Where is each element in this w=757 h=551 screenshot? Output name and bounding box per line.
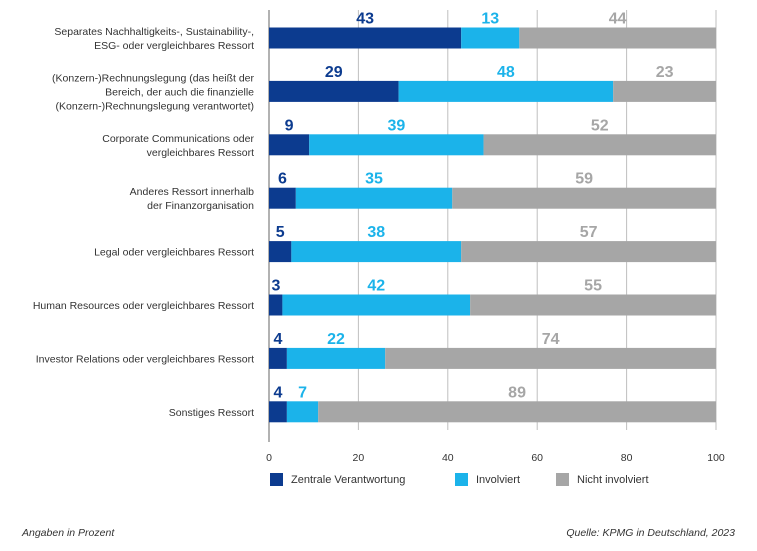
category-label: Anderes Ressort innerhalb der Finanzorgan… (130, 186, 254, 212)
legend-label-central: Zentrale Verantwortung (291, 473, 406, 486)
data-label: 42 (367, 278, 385, 295)
bar-segment (269, 187, 296, 209)
data-label: 55 (584, 278, 602, 295)
x-tick-label-100: 100 (707, 452, 725, 464)
bar-segment (613, 80, 716, 102)
x-tick-label-80: 80 (621, 452, 633, 464)
bar-segment (483, 134, 716, 156)
bar-segment (286, 347, 386, 369)
category-label: Corporate Communications oder vergleichba… (102, 133, 254, 159)
bar-segment (318, 401, 716, 423)
legend-swatch-involved (455, 473, 468, 486)
stacked-bar-chart: 0 20 40 60 80 100 Separates Nachhaltigkeits-, … (33, 10, 725, 464)
legend-item-involved: Involviert (455, 473, 520, 486)
data-label: 74 (542, 331, 560, 348)
footer-note: Angaben in Prozent (22, 527, 115, 539)
bar-segment (269, 134, 310, 156)
bar-segment (461, 27, 520, 49)
legend-label-involved: Involviert (476, 473, 521, 486)
data-label: 5 (276, 224, 285, 241)
data-label: 3 (272, 278, 281, 295)
legend-label-not-involved: Nicht involviert (577, 473, 649, 486)
category-label: Investor Relations oder vergleichbares R… (36, 353, 254, 365)
bar-segment (269, 80, 399, 102)
legend: Zentrale Verantwortung Involviert Nicht … (270, 473, 740, 493)
category-label: Human Resources oder vergleichbares Ress… (33, 300, 254, 312)
bar-segment (286, 401, 319, 423)
legend-item-central: Zentrale Verantwortung (270, 473, 405, 486)
bar-segment (269, 241, 292, 263)
data-label: 44 (609, 11, 627, 28)
footer-source: Quelle: KPMG in Deutschland, 2023 (566, 527, 735, 539)
bar-segment (269, 27, 462, 49)
x-tick-label-20: 20 (353, 452, 365, 464)
data-label: 6 (278, 171, 287, 188)
x-tick-label-40: 40 (442, 452, 454, 464)
bar-segment (282, 294, 471, 316)
data-label: 4 (273, 331, 282, 348)
bar-segment (295, 187, 453, 209)
data-label: 22 (327, 331, 345, 348)
x-tick-label-60: 60 (531, 452, 543, 464)
data-label: 4 (273, 384, 282, 401)
bar-segment (470, 294, 716, 316)
legend-item-not-involved: Nicht involviert (556, 473, 649, 486)
data-label: 38 (367, 224, 385, 241)
bar-segment (291, 241, 462, 263)
bar-segment (269, 294, 283, 316)
category-label: Sonstiges Ressort (169, 407, 254, 419)
x-tick-label-0: 0 (266, 452, 272, 464)
legend-swatch-central (270, 473, 283, 486)
data-label: 52 (591, 117, 609, 134)
category-label: Separates Nachhaltigkeits-, Sustainabili… (54, 26, 254, 52)
bar-segment (269, 401, 287, 423)
data-label: 48 (497, 64, 515, 81)
data-label: 13 (481, 11, 499, 28)
data-label: 7 (298, 384, 307, 401)
bar-segment (269, 347, 287, 369)
category-label: Legal oder vergleichbares Ressort (94, 247, 254, 259)
data-label: 39 (387, 117, 405, 134)
bar-segment (385, 347, 716, 369)
data-label: 29 (325, 64, 343, 81)
data-label: 43 (356, 11, 374, 28)
category-label: (Konzern-)Rechnungslegung (das heißt der… (52, 72, 254, 112)
data-label: 9 (285, 117, 294, 134)
data-label: 89 (508, 384, 526, 401)
legend-swatch-not-involved (556, 473, 569, 486)
bar-segment (398, 80, 614, 102)
data-label: 59 (575, 171, 593, 188)
data-label: 35 (365, 171, 383, 188)
bar-segment (519, 27, 716, 49)
bar-segment (461, 241, 716, 263)
bar-segment (309, 134, 484, 156)
bar-segment (452, 187, 716, 209)
data-label: 23 (656, 64, 674, 81)
data-label: 57 (580, 224, 598, 241)
